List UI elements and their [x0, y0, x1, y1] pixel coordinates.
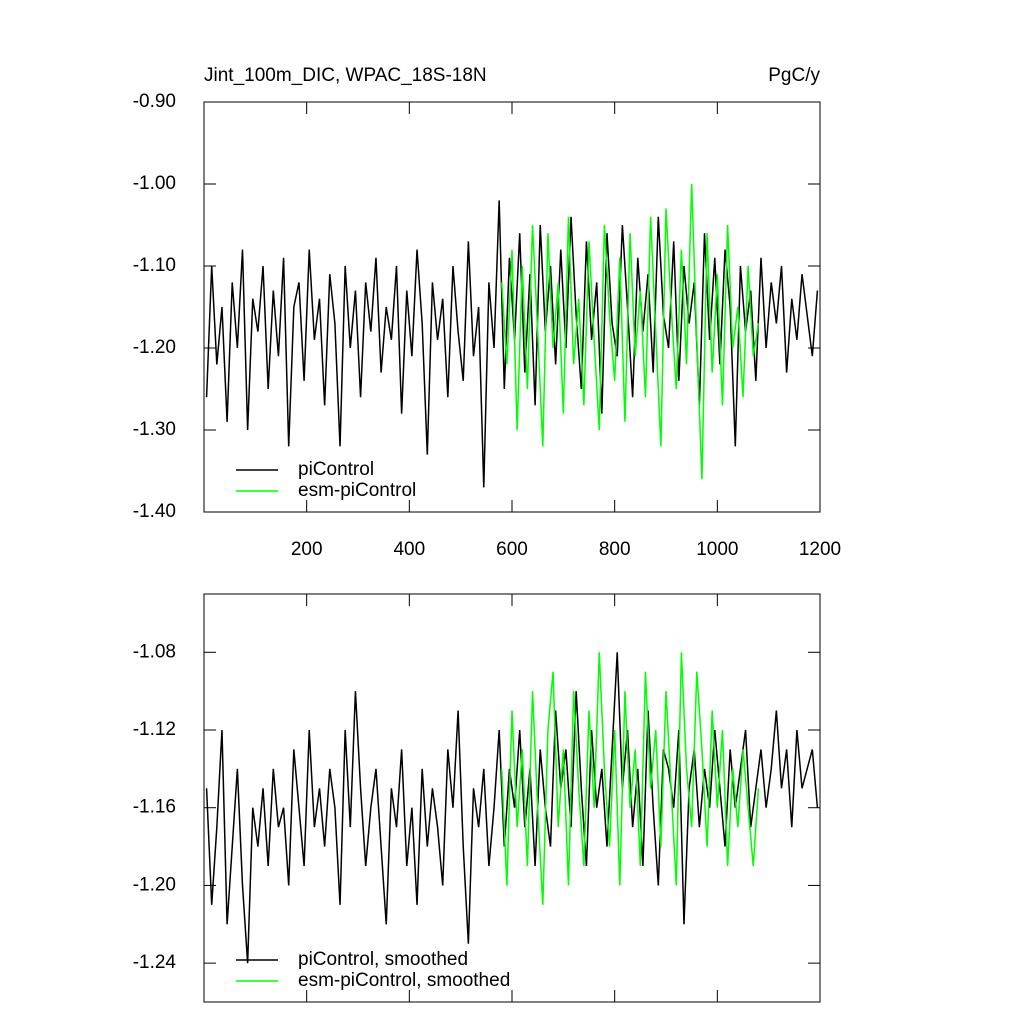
legend-label: piControl	[298, 459, 374, 480]
y-tick-label: -1.30	[133, 419, 176, 440]
x-tick-label: 600	[496, 539, 528, 560]
x-tick-label: 200	[291, 539, 323, 560]
x-tick-label: 1200	[799, 539, 841, 560]
chart-title: Jint_100m_DIC, WPAC_18S-18N	[204, 65, 487, 86]
x-tick-label: 800	[599, 539, 631, 560]
y-tick-label: -1.08	[133, 641, 176, 662]
y-tick-label: -0.90	[133, 91, 176, 112]
units-label: PgC/y	[768, 65, 820, 86]
x-tick-label: 400	[393, 539, 425, 560]
y-tick-label: -1.10	[133, 255, 176, 276]
plot-frame	[203, 101, 821, 513]
series-line	[500, 652, 760, 905]
x-tick-label: 1000	[696, 539, 738, 560]
plot-frame	[203, 593, 821, 1003]
legend-label: piControl, smoothed	[298, 949, 468, 970]
y-tick-label: -1.16	[133, 797, 176, 818]
y-tick-label: -1.12	[133, 719, 176, 740]
series-line	[205, 652, 819, 964]
y-tick-label: -1.00	[133, 173, 176, 194]
y-tick-label: -1.24	[133, 952, 177, 973]
legend-label: esm-piControl, smoothed	[298, 970, 510, 991]
series-line	[500, 183, 760, 480]
y-tick-label: -1.20	[133, 337, 176, 358]
y-tick-label: -1.40	[133, 501, 176, 522]
legend-label: esm-piControl	[298, 480, 416, 501]
y-tick-label: -1.20	[133, 874, 176, 895]
series-line	[205, 200, 819, 488]
